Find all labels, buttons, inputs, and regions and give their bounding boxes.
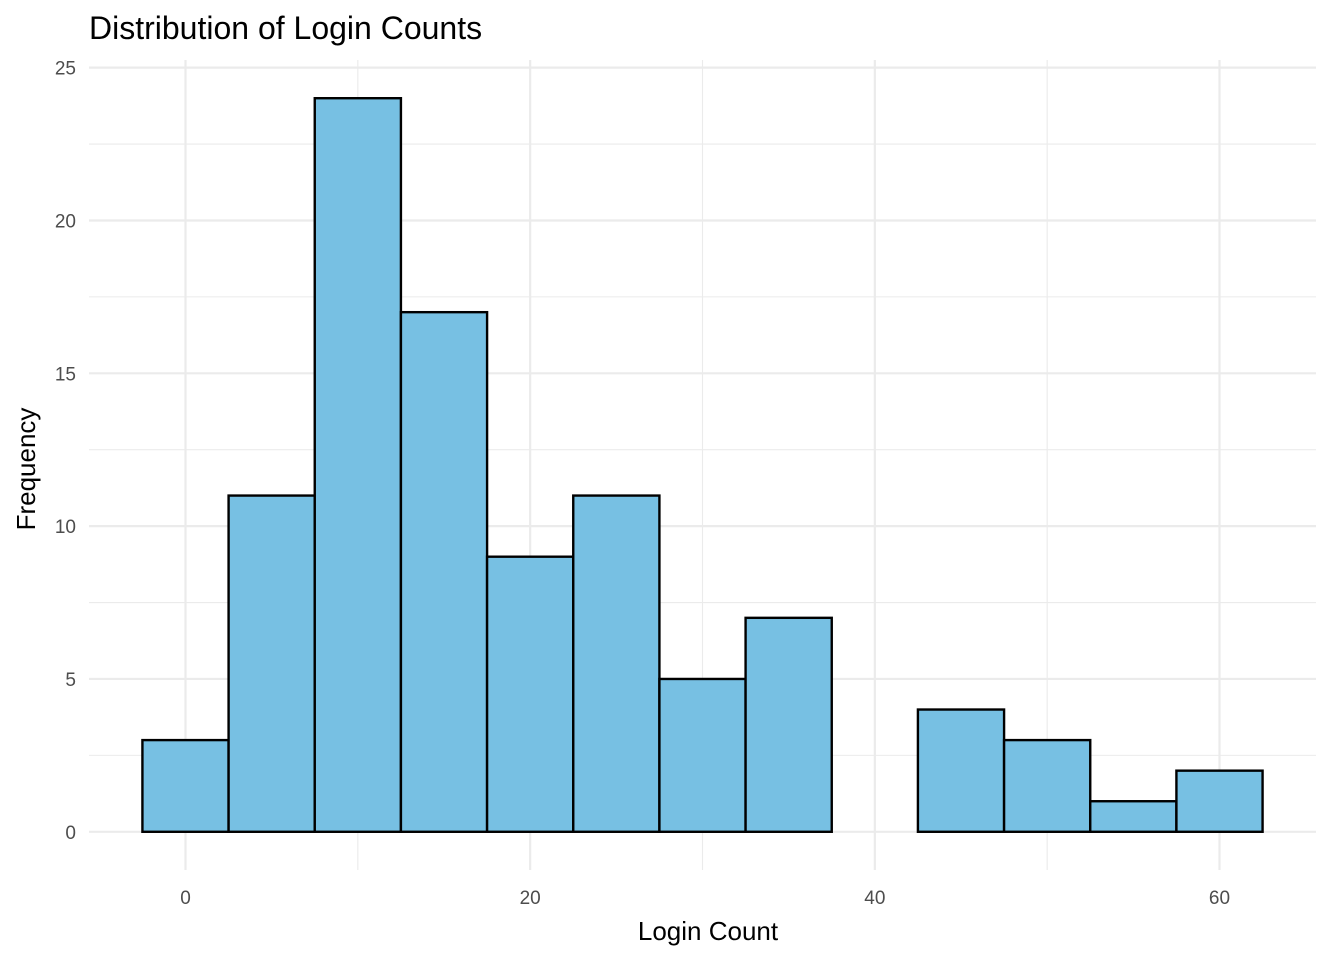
- histogram-bar: [744, 616, 833, 833]
- histogram-bars: [141, 97, 1264, 833]
- histogram-bar: [658, 677, 747, 833]
- y-axis-tick-labels: 0 5 10 15 20 25: [55, 59, 76, 844]
- histogram-bar: [227, 494, 316, 833]
- histogram-bar: [1002, 738, 1092, 833]
- y-tick-label: 5: [65, 670, 76, 691]
- y-tick-label: 20: [55, 211, 76, 232]
- y-tick-label: 25: [55, 59, 76, 80]
- x-tick-label: 0: [180, 888, 191, 909]
- x-tick-label: 40: [864, 888, 885, 909]
- histogram-bar: [313, 97, 403, 833]
- histogram-bar: [485, 555, 575, 833]
- x-axis-tick-labels: 0 20 40 60: [180, 888, 1230, 909]
- histogram-bar: [141, 738, 230, 833]
- x-tick-label: 20: [520, 888, 541, 909]
- y-tick-label: 0: [65, 823, 76, 844]
- histogram-bar: [1089, 800, 1178, 833]
- y-tick-label: 10: [55, 517, 76, 538]
- histogram-bar: [399, 310, 489, 833]
- histogram-bar: [1175, 769, 1264, 833]
- y-axis-title: Frequency: [11, 408, 41, 531]
- histogram-bar: [916, 708, 1006, 833]
- histogram-bar: [572, 494, 661, 833]
- y-tick-label: 15: [55, 364, 76, 385]
- x-tick-label: 60: [1209, 888, 1230, 909]
- x-axis-title: Login Count: [638, 916, 779, 946]
- chart-title: Distribution of Login Counts: [89, 10, 482, 46]
